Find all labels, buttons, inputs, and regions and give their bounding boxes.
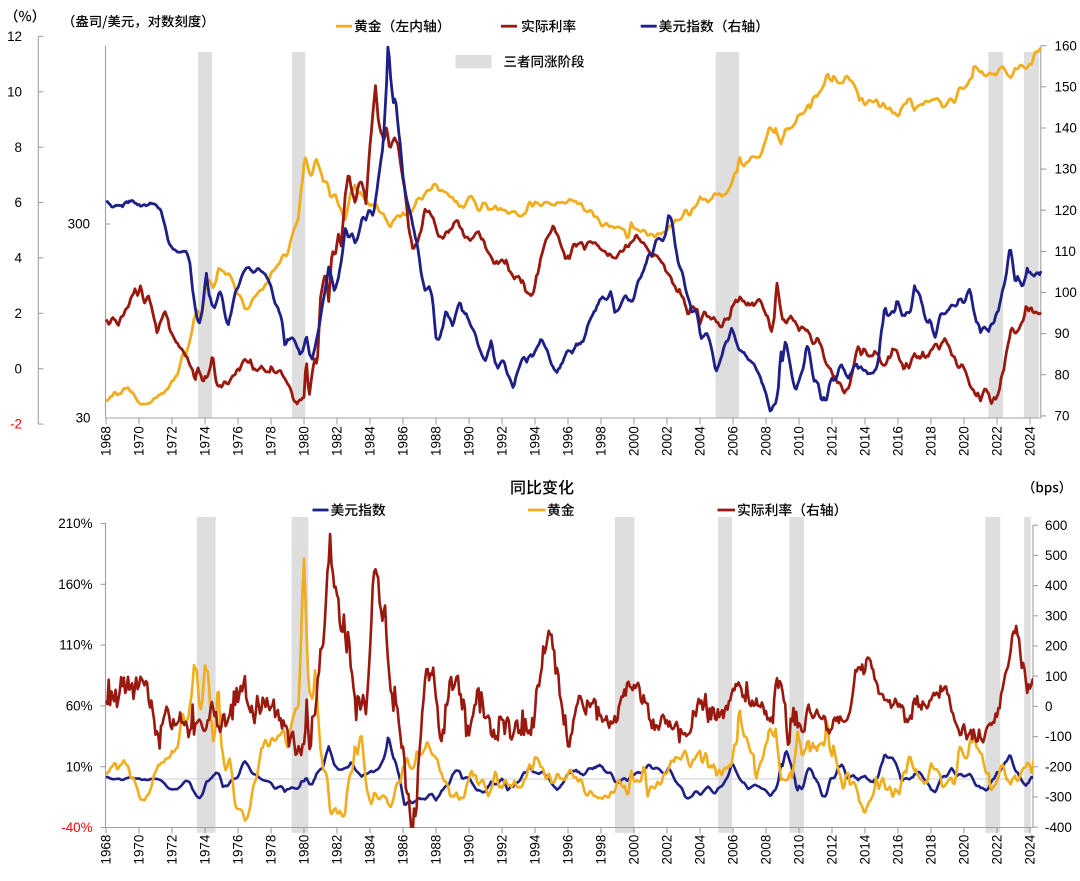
svg-text:200: 200 [1045,639,1067,654]
svg-text:-400: -400 [1045,820,1072,835]
svg-text:1990: 1990 [462,835,477,865]
svg-text:2020: 2020 [957,426,972,456]
svg-text:2022: 2022 [990,835,1005,865]
svg-text:70: 70 [1055,409,1070,424]
svg-text:2008: 2008 [759,835,774,865]
svg-text:1994: 1994 [528,426,543,456]
svg-text:1968: 1968 [99,835,114,865]
svg-text:120: 120 [1055,203,1077,218]
svg-text:2: 2 [15,306,22,321]
svg-text:1984: 1984 [363,426,378,456]
svg-text:130: 130 [1055,162,1077,177]
svg-text:2024: 2024 [1023,834,1038,864]
svg-text:110%: 110% [59,638,92,653]
svg-text:8: 8 [15,140,22,155]
svg-text:1992: 1992 [495,426,510,456]
svg-text:300: 300 [68,217,90,232]
svg-text:1974: 1974 [198,426,213,456]
svg-text:1996: 1996 [561,426,576,456]
svg-text:1968: 1968 [99,426,114,456]
svg-text:1988: 1988 [429,835,444,865]
svg-text:0: 0 [15,361,22,376]
svg-text:1980: 1980 [297,835,312,865]
svg-text:1978: 1978 [264,426,279,456]
svg-text:-300: -300 [1045,790,1072,805]
svg-text:-200: -200 [1045,759,1072,774]
svg-text:2014: 2014 [858,834,873,864]
svg-text:2020: 2020 [957,835,972,865]
svg-text:2022: 2022 [990,426,1005,456]
svg-text:-40%: -40% [61,820,92,835]
svg-text:2000: 2000 [627,426,642,456]
svg-text:2000: 2000 [627,835,642,865]
svg-text:2004: 2004 [693,426,708,456]
svg-text:100: 100 [1055,285,1077,300]
svg-text:2008: 2008 [759,426,774,456]
svg-text:1972: 1972 [165,835,180,865]
svg-text:10: 10 [7,84,22,99]
svg-text:300: 300 [1045,608,1067,623]
svg-text:2012: 2012 [825,426,840,456]
svg-text:140: 140 [1055,121,1077,136]
svg-text:1982: 1982 [330,426,345,456]
svg-text:4: 4 [15,251,23,266]
svg-text:1998: 1998 [594,426,609,456]
svg-text:2018: 2018 [924,426,939,456]
svg-text:1974: 1974 [198,834,213,864]
svg-text:1970: 1970 [132,426,147,456]
svg-text:1992: 1992 [495,835,510,865]
svg-text:1988: 1988 [429,426,444,456]
svg-text:110: 110 [1055,244,1076,259]
svg-text:2002: 2002 [660,426,675,456]
svg-text:2024: 2024 [1023,426,1038,456]
svg-text:1986: 1986 [396,835,411,865]
svg-text:1980: 1980 [297,426,312,456]
svg-text:2006: 2006 [726,426,741,456]
svg-text:1990: 1990 [462,426,477,456]
svg-text:12: 12 [7,29,22,44]
svg-text:1970: 1970 [132,835,147,865]
svg-text:1996: 1996 [561,835,576,865]
svg-text:2010: 2010 [792,426,807,456]
svg-text:160: 160 [1055,38,1077,53]
svg-text:1978: 1978 [264,835,279,865]
svg-text:2004: 2004 [693,834,708,864]
svg-text:1994: 1994 [528,834,543,864]
svg-text:1984: 1984 [363,834,378,864]
svg-text:0: 0 [1045,699,1052,714]
svg-text:160%: 160% [58,577,92,592]
svg-text:2012: 2012 [825,835,840,865]
svg-text:500: 500 [1045,548,1067,563]
svg-text:1972: 1972 [165,426,180,456]
svg-text:2018: 2018 [924,835,939,865]
svg-text:1986: 1986 [396,426,411,456]
svg-text:150: 150 [1055,79,1077,94]
svg-text:600: 600 [1045,518,1067,533]
svg-text:1998: 1998 [594,835,609,865]
svg-text:210%: 210% [58,516,92,531]
svg-text:2016: 2016 [891,835,906,865]
svg-text:30: 30 [76,410,91,425]
svg-text:-100: -100 [1045,729,1072,744]
svg-text:80: 80 [1055,367,1070,382]
svg-text:2002: 2002 [660,835,675,865]
svg-text:10%: 10% [66,759,93,774]
svg-text:1976: 1976 [231,426,246,456]
svg-text:6: 6 [15,195,22,210]
svg-text:100: 100 [1045,669,1067,684]
svg-text:1976: 1976 [231,835,246,865]
svg-text:2014: 2014 [858,426,873,456]
svg-text:2010: 2010 [792,835,807,865]
svg-text:90: 90 [1055,326,1070,341]
svg-text:400: 400 [1045,578,1067,593]
svg-text:60%: 60% [66,699,93,714]
svg-text:2016: 2016 [891,426,906,456]
svg-text:2006: 2006 [726,835,741,865]
svg-text:-2: -2 [10,417,22,432]
svg-text:1982: 1982 [330,835,345,865]
